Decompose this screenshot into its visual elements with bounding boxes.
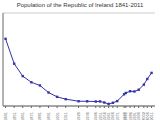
svg-text:1891: 1891 xyxy=(46,111,51,120)
svg-text:1926: 1926 xyxy=(76,111,81,120)
svg-text:1911: 1911 xyxy=(63,111,68,120)
svg-text:1901: 1901 xyxy=(55,111,60,120)
svg-text:1936: 1936 xyxy=(85,111,90,120)
svg-text:1851: 1851 xyxy=(12,111,17,120)
svg-text:1861: 1861 xyxy=(20,111,25,120)
svg-text:1971: 1971 xyxy=(115,111,120,120)
svg-text:1841: 1841 xyxy=(8,111,9,120)
svg-text:2011: 2011 xyxy=(149,111,152,120)
svg-text:1881: 1881 xyxy=(37,111,42,120)
html-text:Population of the Republic of: Population of the Republic of Ireland 18… xyxy=(16,2,144,8)
svg-text:1871: 1871 xyxy=(29,111,34,120)
